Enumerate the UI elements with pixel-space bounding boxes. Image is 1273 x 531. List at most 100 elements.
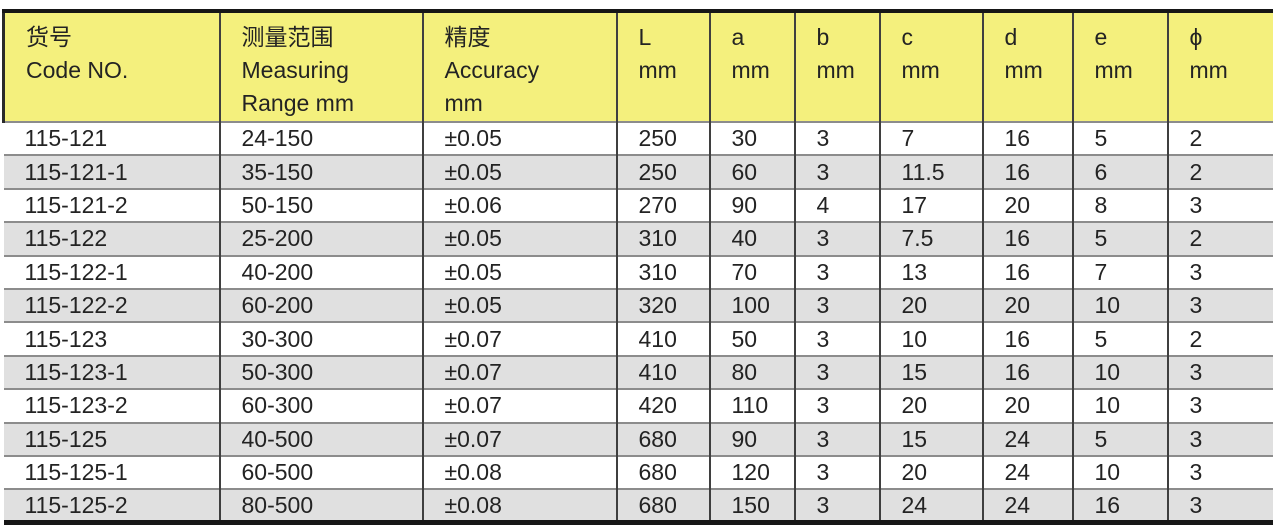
- cell-code: 115-125-1: [3, 454, 220, 490]
- cell-accuracy: ±0.05: [421, 154, 617, 189]
- cell-L: 420: [615, 388, 710, 423]
- cell-accuracy: ±0.07: [421, 321, 617, 356]
- cell-a: 90: [708, 421, 795, 456]
- column-header-b-line: mm: [816, 57, 855, 83]
- column-header-accuracy-line: 精度: [444, 24, 491, 50]
- cell-c: 15: [878, 421, 983, 456]
- cell-a: 90: [708, 187, 795, 223]
- cell-e: 16: [1071, 488, 1168, 523]
- cell-e: 10: [1071, 454, 1168, 490]
- cell-measuring-range: 50-150: [218, 187, 423, 223]
- cell-L: 270: [615, 187, 710, 223]
- cell-L: 310: [615, 221, 710, 256]
- cell-phi: 2: [1166, 221, 1273, 256]
- cell-c: 15: [878, 354, 983, 390]
- cell-a: 60: [708, 154, 795, 189]
- cell-L: 680: [615, 421, 710, 456]
- cell-c: 20: [878, 388, 983, 423]
- cell-c: 20: [878, 454, 983, 490]
- cell-e: 5: [1071, 221, 1168, 256]
- cell-code: 115-125-2: [3, 488, 220, 523]
- cell-e: 7: [1071, 254, 1168, 289]
- cell-measuring-range: 40-200: [218, 254, 423, 289]
- cell-phi: 2: [1166, 120, 1273, 156]
- column-header-phi: ϕ mm: [1166, 11, 1273, 122]
- cell-L: 680: [615, 454, 710, 490]
- column-header-code-line: Code NO.: [26, 57, 129, 83]
- cell-d: 16: [981, 120, 1073, 156]
- column-header-measuring-range-line: 测量范围: [241, 24, 334, 50]
- cell-accuracy: ±0.07: [421, 354, 617, 390]
- cell-b: 3: [793, 421, 880, 456]
- cell-e: 5: [1071, 120, 1168, 156]
- cell-measuring-range: 30-300: [218, 321, 423, 356]
- cell-accuracy: ±0.07: [421, 388, 617, 423]
- cell-e: 5: [1071, 321, 1168, 356]
- cell-L: 410: [615, 321, 710, 356]
- cell-accuracy: ±0.07: [421, 421, 617, 456]
- cell-a: 150: [708, 488, 795, 523]
- column-header-measuring-range-line: Range mm: [241, 90, 354, 116]
- cell-code: 115-125: [3, 421, 220, 456]
- catalog-spec-sheet: 货号 Code NO. 测量范围 Measuring Range mm 精度 Accurac…: [2, 9, 1273, 526]
- column-header-a-line: mm: [731, 57, 770, 83]
- column-header-c-line: c: [901, 24, 914, 50]
- cell-phi: 3: [1166, 187, 1273, 223]
- cell-measuring-range: 60-300: [218, 388, 423, 423]
- cell-c: 20: [878, 287, 983, 323]
- cell-L: 310: [615, 254, 710, 289]
- cell-measuring-range: 50-300: [218, 354, 423, 390]
- table-row-115-123-2: 115-123-2 60-300 ±0.07 420 110 3 20 20 10 3: [3, 388, 1273, 423]
- cell-measuring-range: 40-500: [218, 421, 423, 456]
- cell-c: 7.5: [878, 221, 983, 256]
- table-row-115-122-2: 115-122-2 60-200 ±0.05 320 100 3 20 20 10 3: [3, 287, 1273, 323]
- cell-b: 3: [793, 287, 880, 323]
- column-header-a-line: a: [731, 24, 745, 50]
- cell-d: 20: [981, 287, 1073, 323]
- column-header-measuring-range: 测量范围 Measuring Range mm: [218, 11, 423, 122]
- cell-d: 16: [981, 321, 1073, 356]
- cell-e: 10: [1071, 354, 1168, 390]
- cell-code: 115-122-1: [3, 254, 220, 289]
- cell-b: 3: [793, 321, 880, 356]
- cell-accuracy: ±0.05: [421, 254, 617, 289]
- cell-phi: 3: [1166, 421, 1273, 456]
- cell-d: 16: [981, 254, 1073, 289]
- table-row-115-125-1: 115-125-1 60-500 ±0.08 680 120 3 20 24 10 3: [3, 454, 1273, 490]
- cell-d: 24: [981, 454, 1073, 490]
- table-row-115-123-1: 115-123-1 50-300 ±0.07 410 80 3 15 16 10 3: [3, 354, 1273, 390]
- cell-accuracy: ±0.06: [421, 187, 617, 223]
- table-row-115-122: 115-122 25-200 ±0.05 310 40 3 7.5 16 5 2: [3, 221, 1273, 256]
- cell-b: 3: [793, 454, 880, 490]
- cell-b: 3: [793, 388, 880, 423]
- cell-code: 115-121-2: [3, 187, 220, 223]
- column-header-code-line: 货号: [26, 24, 72, 50]
- cell-c: 24: [878, 488, 983, 523]
- table-row-115-125: 115-125 40-500 ±0.07 680 90 3 15 24 5 3: [3, 421, 1273, 456]
- column-header-a: a mm: [708, 11, 795, 122]
- column-header-e-line: mm: [1094, 57, 1133, 83]
- column-header-c-line: mm: [901, 57, 940, 83]
- cell-code: 115-122-2: [3, 287, 220, 323]
- column-header-code: 货号 Code NO.: [2, 11, 220, 122]
- cell-code: 115-122: [3, 221, 220, 256]
- cell-phi: 2: [1166, 154, 1273, 189]
- cell-phi: 3: [1166, 287, 1273, 323]
- cell-L: 680: [615, 488, 710, 523]
- cell-phi: 2: [1166, 321, 1273, 356]
- column-header-d-line: mm: [1004, 57, 1043, 83]
- table-row-115-121: 115-121 24-150 ±0.05 250 30 3 7 16 5 2: [3, 120, 1273, 156]
- cell-e: 6: [1071, 154, 1168, 189]
- cell-a: 50: [708, 321, 795, 356]
- column-header-L-line: L: [638, 24, 652, 50]
- cell-accuracy: ±0.05: [421, 120, 617, 156]
- cell-c: 17: [878, 187, 983, 223]
- cell-b: 3: [793, 488, 880, 523]
- table-row-115-123: 115-123 30-300 ±0.07 410 50 3 10 16 5 2: [3, 321, 1273, 356]
- cell-e: 10: [1071, 287, 1168, 323]
- cell-b: 3: [793, 154, 880, 189]
- cell-a: 80: [708, 354, 795, 390]
- cell-code: 115-123-2: [3, 388, 220, 423]
- cell-a: 110: [708, 388, 795, 423]
